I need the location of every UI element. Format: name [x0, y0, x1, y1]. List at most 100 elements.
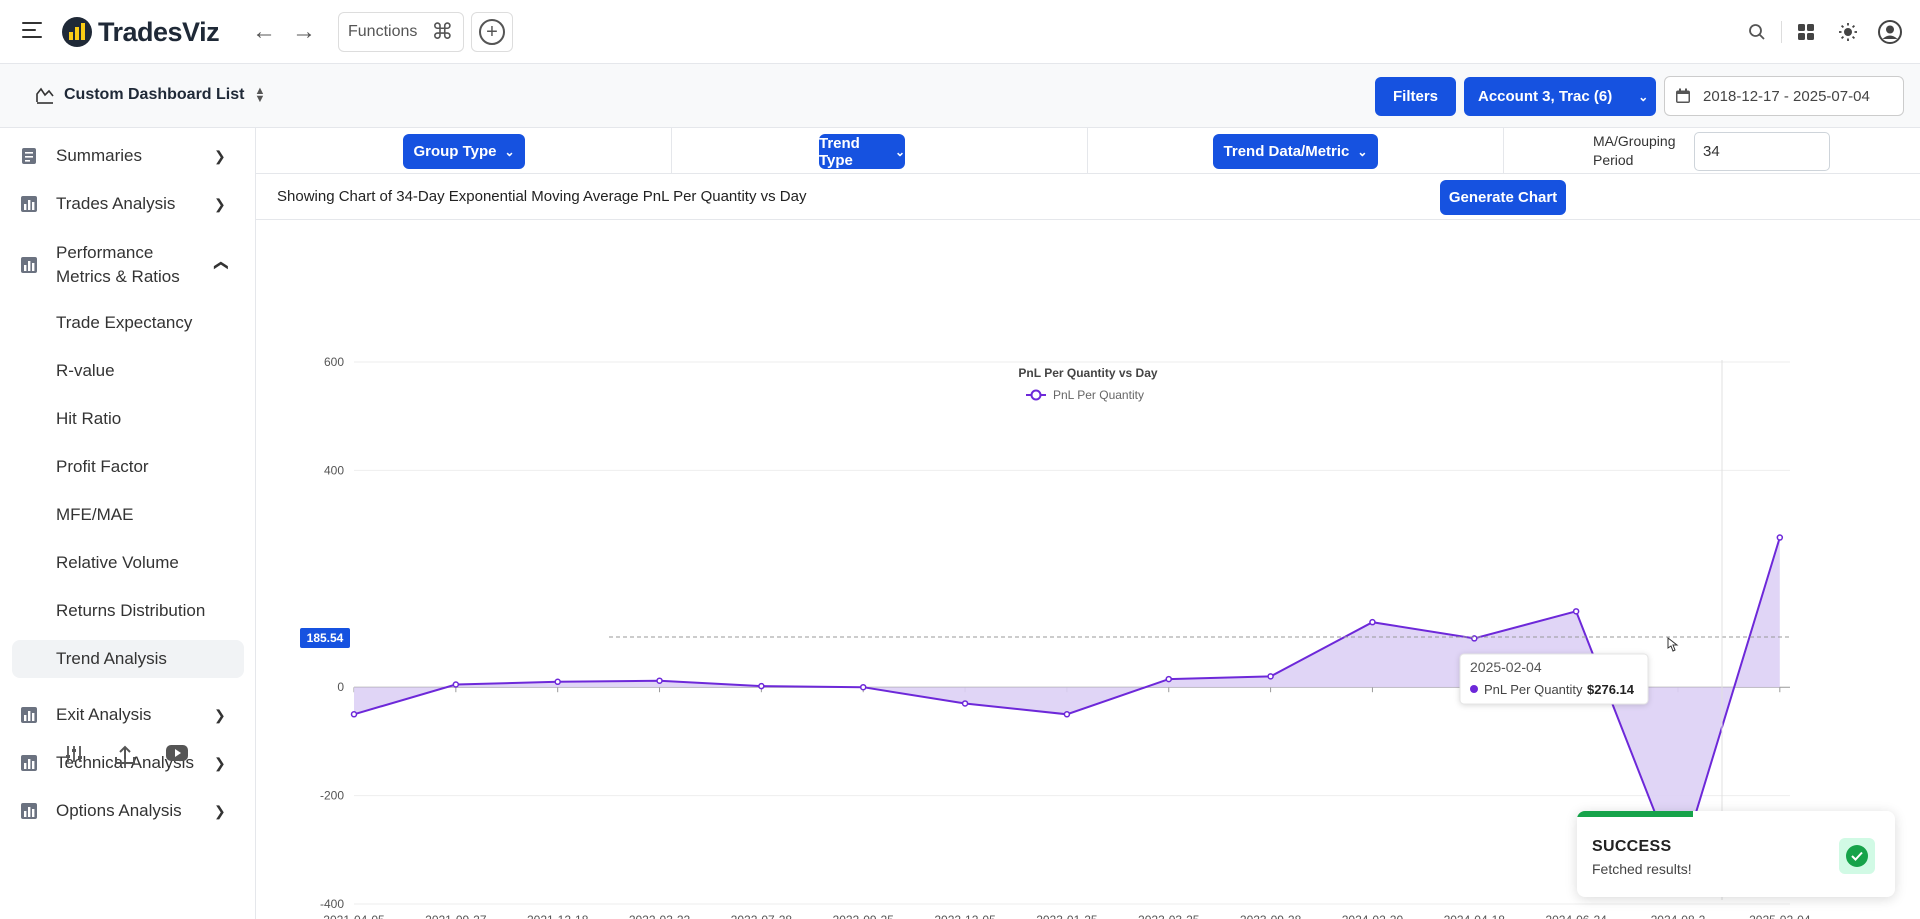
account-label: Account 3, Trac (6) [1478, 88, 1613, 105]
data-point[interactable] [1369, 618, 1376, 626]
data-point[interactable] [1165, 675, 1173, 683]
chart-legend[interactable]: PnL Per Quantity [1026, 388, 1144, 402]
sidebar-item-performance-metrics[interactable]: Performance Metrics & Ratios ❯ [0, 240, 256, 290]
sidebar-subitem-trade-expectancy[interactable]: Trade Expectancy [56, 313, 193, 332]
user-avatar-icon[interactable] [1878, 20, 1902, 44]
main-content: Group Type ⌄ Trend Type ⌄ Trend Data/Met… [256, 128, 1920, 919]
success-toast[interactable]: SUCCESS Fetched results! [1577, 811, 1895, 897]
sidebar-subitem-trend-analysis[interactable]: Trend Analysis [12, 640, 244, 678]
apps-grid-icon[interactable] [1794, 20, 1818, 44]
theme-sun-icon[interactable] [1836, 20, 1860, 44]
chart-tooltip: 2025-02-04 PnL Per Quantity $276.14 [1459, 653, 1649, 705]
chevron-down-icon: ❯ [214, 754, 226, 771]
sidebar-item-exit-analysis[interactable]: Exit Analysis ❯ [0, 703, 256, 727]
report-icon [20, 147, 38, 165]
dashboard-selector[interactable]: Custom Dashboard List ▲ ▼ [36, 86, 265, 105]
group-type-label: Group Type [413, 143, 497, 160]
legend-marker-icon [1030, 389, 1042, 401]
group-type-cell: Group Type ⌄ [256, 128, 672, 174]
sidebar-item-summaries[interactable]: Summaries ❯ [0, 144, 256, 168]
plus-circle-icon: + [479, 19, 505, 45]
trend-type-label: Trend Type [819, 134, 860, 169]
data-point[interactable] [1572, 608, 1580, 615]
x-tick-label: 2024-04-18 [1444, 913, 1506, 919]
menu-icon[interactable] [22, 22, 42, 42]
chevron-down-icon: ⌄ [894, 144, 905, 159]
top-navbar: TradesViz ← → Functions ⌘ + [0, 0, 1920, 64]
add-button[interactable]: + [471, 12, 513, 52]
data-point[interactable] [1063, 711, 1071, 718]
app-logo[interactable]: TradesViz [62, 16, 220, 48]
chevron-down-icon: ⌄ [504, 144, 515, 159]
chart-title: PnL Per Quantity vs Day [1018, 366, 1157, 380]
sidebar-subitem-hit-ratio[interactable]: Hit Ratio [56, 409, 122, 428]
x-tick-label: 2023-01-25 [1036, 913, 1098, 919]
data-point[interactable] [961, 700, 969, 707]
bar-chart-icon [20, 256, 38, 274]
data-point[interactable] [758, 682, 765, 690]
sidebar-subitem-mfe-mae[interactable]: MFE/MAE [56, 505, 134, 524]
dashboard-toolbar: Custom Dashboard List ▲ ▼ Filters Account… [0, 64, 1920, 128]
x-tick-label: 2022-03-22 [629, 913, 691, 919]
chevron-down-icon: ❯ [214, 195, 226, 212]
sidebar-subitem-r-value[interactable]: R-value [56, 361, 115, 380]
data-point[interactable] [859, 683, 867, 691]
y-tick-label: 0 [337, 680, 344, 694]
account-selector[interactable]: Account 3, Trac (6) ⌄ [1464, 77, 1656, 116]
divider [1781, 21, 1782, 43]
chevron-down-icon: ❯ [214, 706, 226, 723]
sidebar-item-trades-analysis[interactable]: Trades Analysis ❯ [0, 192, 256, 216]
date-range-text: 2018-12-17 - 2025-07-04 [1703, 87, 1870, 105]
sliders-icon[interactable] [64, 745, 84, 763]
chart-line-icon [36, 87, 54, 104]
y-tick-label: 600 [324, 355, 344, 369]
x-tick-label: 2024-02-20 [1342, 913, 1404, 919]
data-point[interactable] [350, 711, 358, 718]
sidebar-subitem-relative-volume[interactable]: Relative Volume [56, 553, 179, 572]
back-arrow-icon[interactable]: ← [252, 18, 276, 45]
youtube-icon[interactable] [166, 745, 188, 761]
x-tick-label: 2023-09-28 [1240, 913, 1302, 919]
chevron-down-icon: ⌄ [1638, 89, 1649, 104]
toast-message: Fetched results! [1592, 861, 1692, 877]
chevron-down-icon: ❯ [214, 802, 226, 819]
trend-chart[interactable]: PnL Per Quantity vs Day PnL Per Quantity… [256, 220, 1920, 919]
group-type-dropdown[interactable]: Group Type ⌄ [403, 134, 525, 169]
data-point[interactable] [1776, 534, 1784, 541]
bar-chart-icon [20, 706, 38, 724]
data-point[interactable] [1267, 673, 1274, 680]
x-tick-label: 2025-02-04 [1749, 913, 1811, 919]
filters-button[interactable]: Filters [1375, 77, 1456, 116]
sidebar-label: Summaries [56, 146, 142, 165]
x-tick-label: 2022-12-05 [934, 913, 996, 919]
generate-chart-button[interactable]: Generate Chart [1440, 180, 1566, 215]
app-name: TradesViz [98, 16, 220, 47]
search-icon[interactable] [1745, 20, 1769, 44]
sidebar: Summaries ❯ Trades Analysis ❯ Performanc… [0, 128, 256, 919]
x-tick-label: 2023-03-25 [1138, 913, 1200, 919]
sidebar-label: Trades Analysis [56, 194, 176, 213]
sidebar-subitem-profit-factor[interactable]: Profit Factor [56, 457, 149, 476]
data-point[interactable] [656, 677, 663, 684]
sidebar-label: Performance Metrics & Ratios [56, 243, 180, 286]
sidebar-item-options-analysis[interactable]: Options Analysis ❯ [0, 799, 256, 823]
legend-label: PnL Per Quantity [1053, 388, 1144, 402]
date-range-picker[interactable]: 2018-12-17 - 2025-07-04 [1664, 76, 1904, 116]
data-point[interactable] [452, 681, 460, 688]
chart-info-row: Showing Chart of 34-Day Exponential Movi… [256, 174, 1920, 220]
upload-icon[interactable] [114, 745, 136, 765]
x-tick-label: 2022-07-28 [731, 913, 793, 919]
functions-button[interactable]: Functions ⌘ [338, 12, 464, 52]
data-point[interactable] [554, 678, 561, 686]
x-tick-label: 2024-06-24 [1545, 913, 1607, 919]
sidebar-label: Exit Analysis [56, 705, 152, 724]
trend-type-dropdown[interactable]: Trend Type ⌄ [819, 134, 905, 169]
sidebar-subitem-returns-distribution[interactable]: Returns Distribution [56, 601, 206, 620]
forward-arrow-icon[interactable]: → [292, 18, 316, 45]
trend-data-dropdown[interactable]: Trend Data/Metric ⌄ [1213, 134, 1378, 169]
y-tick-label: -200 [320, 789, 344, 803]
check-circle-icon [1839, 838, 1875, 874]
chart-controls: Group Type ⌄ Trend Type ⌄ Trend Data/Met… [256, 128, 1920, 174]
ma-period-input[interactable] [1694, 132, 1830, 171]
x-tick-label: 2021-12-18 [527, 913, 589, 919]
